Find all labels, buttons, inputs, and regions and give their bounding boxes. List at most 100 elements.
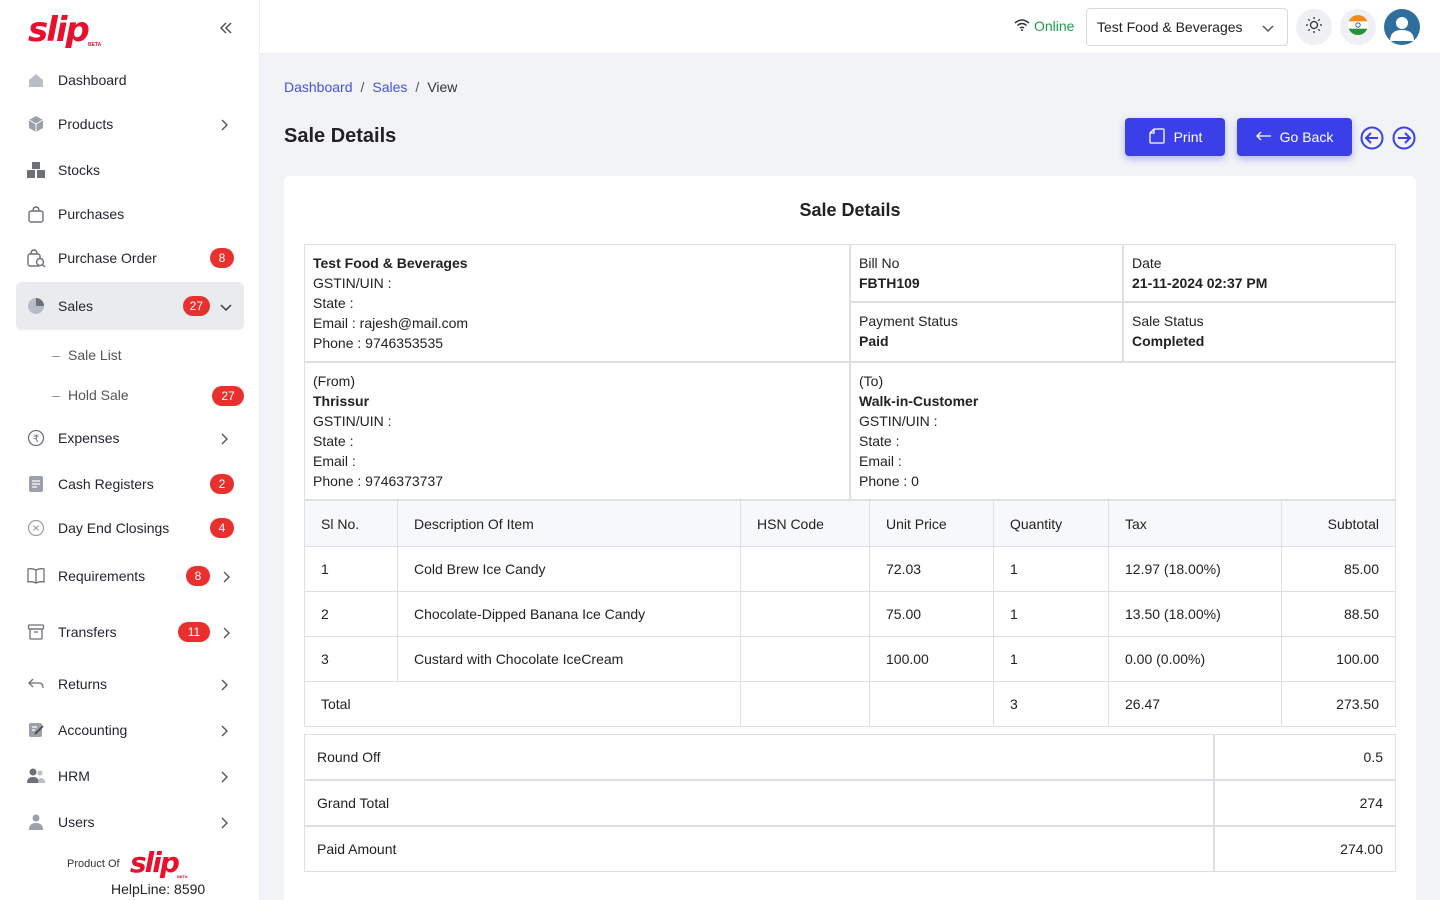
ledger-icon	[26, 720, 46, 740]
summary-value: 274	[1214, 780, 1396, 826]
summary-row-grand-total: Grand Total 274	[304, 780, 1396, 826]
sidebar-item-stocks[interactable]: Stocks	[16, 148, 244, 192]
cell-subtotal: 100.00	[1281, 636, 1396, 682]
total-subtotal: 273.50	[1281, 681, 1396, 727]
sidebar-item-expenses[interactable]: ₹ Expenses	[16, 416, 244, 460]
company-phone: Phone : 9746353535	[313, 335, 444, 351]
footer-logo: slip	[130, 846, 180, 879]
previous-record-icon[interactable]	[1360, 126, 1384, 150]
total-quantity: 3	[993, 681, 1109, 727]
summary-table: Round Off 0.5 Grand Total 274 Paid Amoun…	[304, 734, 1396, 872]
app-logo[interactable]: slip BETA	[28, 10, 108, 50]
pie-chart-icon	[26, 296, 46, 316]
theme-toggle-button[interactable]	[1296, 9, 1332, 45]
breadcrumb: Dashboard / Sales / View	[284, 79, 458, 95]
sidebar-item-sales[interactable]: Sales 27	[16, 282, 244, 330]
cube-icon	[26, 114, 46, 134]
connection-status: Online	[1014, 18, 1074, 34]
go-back-button[interactable]: Go Back	[1237, 118, 1352, 156]
sidebar-item-label: Accounting	[58, 722, 128, 738]
sale-details-heading: Sale Details	[799, 200, 901, 220]
print-button[interactable]: Print	[1125, 118, 1225, 156]
cell-subtotal: 88.50	[1281, 591, 1396, 637]
from-email: Email :	[313, 453, 356, 469]
table-row: 1 Cold Brew Ice Candy 72.03 1 12.97 (18.…	[304, 546, 1396, 592]
sale-status-value: Completed	[1132, 333, 1205, 349]
table-row: 2 Chocolate-Dipped Banana Ice Candy 75.0…	[304, 591, 1396, 637]
sidebar-item-label: Day End Closings	[58, 520, 170, 536]
breadcrumb-current: View	[427, 79, 458, 95]
sidebar-item-hrm[interactable]: HRM	[16, 754, 244, 798]
sidebar-item-products[interactable]: Products	[16, 102, 244, 146]
sidebar-item-label: Requirements	[58, 568, 146, 584]
sidebar-item-accounting[interactable]: Accounting	[16, 708, 244, 752]
cell-empty	[869, 681, 994, 727]
user-icon	[26, 812, 46, 832]
date-label: Date	[1132, 255, 1162, 271]
table-row: 3 Custard with Chocolate IceCream 100.00…	[304, 636, 1396, 682]
payment-status-label: Payment Status	[859, 313, 958, 329]
sidebar-item-label: Dashboard	[58, 72, 127, 88]
sidebar-subitem-hold-sale[interactable]: Hold Sale	[52, 387, 129, 403]
people-icon	[26, 766, 46, 786]
sidebar-item-day-end-closings[interactable]: Day End Closings 4	[16, 506, 244, 550]
sidebar-item-label: Stocks	[58, 162, 101, 178]
sidebar-item-dashboard[interactable]: Dashboard	[16, 58, 244, 102]
sidebar-item-label: Users	[58, 814, 95, 830]
cell-hsn	[740, 636, 870, 682]
column-header: Subtotal	[1281, 500, 1396, 547]
sidebar-item-users[interactable]: Users	[16, 800, 244, 844]
sidebar-item-label: HRM	[58, 768, 90, 784]
next-record-icon[interactable]	[1392, 126, 1416, 150]
cell-tax: 13.50 (18.00%)	[1108, 591, 1282, 637]
language-button[interactable]	[1340, 9, 1376, 45]
cell-sl: 2	[304, 591, 398, 637]
payment-status-value: Paid	[859, 333, 889, 349]
summary-label: Round Off	[304, 734, 1214, 780]
from-gstin: GSTIN/UIN :	[313, 413, 392, 429]
cell-sl: 3	[304, 636, 398, 682]
sidebar-item-label: Purchase Order	[58, 250, 157, 266]
cell-description: Cold Brew Ice Candy	[397, 546, 741, 592]
sidebar-item-label: Returns	[58, 676, 108, 692]
sidebar: slip BETA Dashboard Products Stocks Purc…	[0, 0, 260, 900]
sidebar-item-cash-registers[interactable]: Cash Registers 2	[16, 462, 244, 506]
count-badge: 11	[178, 622, 210, 642]
breadcrumb-dashboard[interactable]: Dashboard	[284, 79, 353, 95]
summary-row-paid-amount: Paid Amount 274.00	[304, 826, 1396, 872]
page-title: Sale Details	[284, 125, 397, 147]
sidebar-item-requirements[interactable]: Requirements 8	[16, 554, 244, 598]
sale-status-label: Sale Status	[1132, 313, 1204, 329]
archive-icon	[26, 622, 46, 642]
sidebar-item-transfers[interactable]: Transfers 11	[16, 610, 244, 654]
cell-unit-price: 100.00	[869, 636, 994, 682]
chevron-right-icon	[218, 678, 230, 691]
store-select[interactable]: Test Food & Beverages	[1086, 8, 1288, 46]
sidebar-item-returns[interactable]: Returns	[16, 662, 244, 706]
date-value: 21-11-2024 02:37 PM	[1132, 275, 1268, 291]
sidebar-item-label: Transfers	[58, 624, 117, 640]
sidebar-subitem-sale-list[interactable]: Sale List	[52, 347, 122, 363]
column-header: Sl No.	[304, 500, 398, 547]
user-avatar[interactable]	[1384, 9, 1420, 45]
rupee-icon: ₹	[26, 428, 46, 448]
company-email: Email : rajesh@mail.com	[313, 315, 469, 331]
bill-no-cell: Bill No FBTH109	[850, 244, 1123, 302]
sidebar-item-purchase-order[interactable]: Purchase Order 8	[16, 236, 244, 280]
breadcrumb-sales[interactable]: Sales	[372, 79, 408, 95]
from-state: State :	[313, 433, 354, 449]
cell-quantity: 1	[993, 546, 1109, 592]
column-header: HSN Code	[740, 500, 870, 547]
dashboard-icon	[26, 70, 46, 90]
chevron-right-icon	[218, 432, 230, 445]
boxes-icon	[26, 160, 46, 180]
summary-value: 0.5	[1214, 734, 1396, 780]
to-party: (To) Walk-in-Customer GSTIN/UIN : State …	[850, 362, 1396, 500]
cell-tax: 12.97 (18.00%)	[1108, 546, 1282, 592]
sidebar-subitem-label: Sale List	[68, 347, 122, 363]
sidebar-item-purchases[interactable]: Purchases	[16, 192, 244, 236]
company-state: State :	[313, 295, 354, 311]
chevron-down-icon	[1261, 21, 1275, 38]
summary-label: Paid Amount	[304, 826, 1214, 872]
collapse-sidebar-icon[interactable]	[218, 20, 238, 40]
